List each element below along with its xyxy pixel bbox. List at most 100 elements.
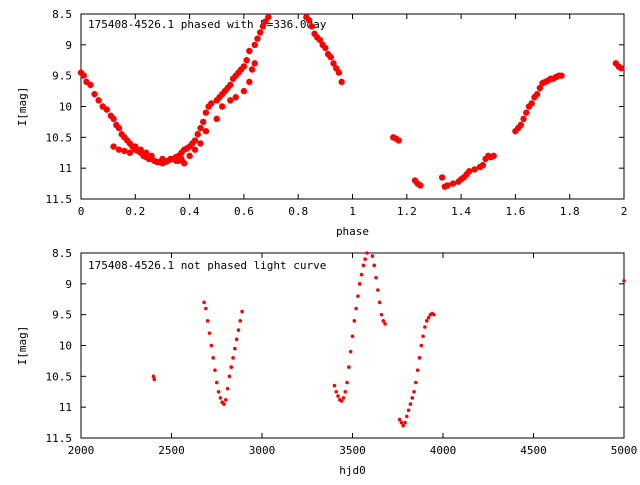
data-point [227,374,232,379]
data-point [199,118,207,126]
x-tick-label: 4000 [430,444,457,457]
data-point [379,312,384,317]
data-point [417,356,422,360]
data-point [194,131,201,138]
data-point [370,254,375,258]
data-point [87,81,94,89]
data-point [383,322,387,326]
y-tick-label: 9 [65,39,72,52]
data-point [205,319,210,323]
x-tick-label: 2500 [158,444,185,457]
data-point [359,272,364,277]
y-tick-label: 8.5 [52,8,72,21]
y-tick-label: 9 [65,278,72,291]
data-point [202,109,210,116]
data-point [406,408,411,413]
data-point [426,315,431,320]
data-point [374,275,378,280]
data-point [372,263,377,268]
x-tick-label: 2 [621,205,628,218]
x-tick-label: 0.4 [180,205,200,218]
data-point [622,278,626,283]
x-tick-label: 1.6 [505,205,525,218]
data-point [233,346,237,351]
data-point [399,420,404,425]
data-point [308,23,315,30]
data-point [132,143,139,150]
data-point [152,377,157,382]
data-point [151,374,156,379]
data-point [403,420,407,425]
data-point [365,251,369,255]
data-point [207,331,212,335]
x-tick-label: 5000 [611,444,638,457]
data-point [471,166,478,173]
plot-frame [80,13,625,200]
data-point [449,180,457,187]
data-point [343,389,348,394]
data-point [517,121,525,129]
data-point [376,288,380,292]
x-axis-label: hjd0 [339,464,366,477]
data-point [234,337,239,342]
data-point [397,417,402,422]
data-point [381,319,386,323]
x-tick-label: 1.8 [560,205,580,218]
data-point [248,66,256,73]
data-point [330,60,337,67]
data-point [229,365,234,369]
data-point [209,343,214,348]
data-point [213,368,217,372]
data-point [523,109,530,116]
data-point [240,63,248,70]
data-point [339,399,344,403]
data-point [357,282,362,286]
data-point [202,300,206,305]
data-point [204,306,208,311]
data-point [438,174,446,181]
data-point [419,343,424,348]
x-tick-label: 0.6 [234,205,254,218]
y-tick-label: 10.5 [46,131,73,144]
data-point [238,319,243,323]
data-point [354,306,358,311]
data-point [356,294,360,298]
y-tick-label: 10 [59,340,72,353]
data-point [218,396,223,400]
data-point [423,325,427,329]
y-tick-label: 11.5 [46,432,73,445]
y-tick-label: 10.5 [46,370,73,383]
data-point [243,57,250,64]
data-point [227,81,234,89]
data-point [412,389,416,394]
data-point [395,137,402,144]
data-point [251,41,258,49]
y-tick-label: 9.5 [52,70,72,83]
x-tick-label: 1 [349,205,356,218]
x-tick-label: 0 [78,205,85,218]
data-point [533,90,541,98]
plot-frame [80,252,625,439]
data-point [414,380,418,385]
data-point [197,140,204,147]
data-point [208,100,215,107]
data-point [335,69,343,76]
data-point [417,182,424,189]
data-point [424,319,429,323]
data-point [240,87,248,95]
data-point [175,157,182,164]
data-point [479,161,487,169]
data-point [121,147,128,155]
data-point [191,137,199,144]
y-axis-label: I[mag] [16,326,29,366]
x-tick-label: 3000 [249,444,276,457]
data-point [401,423,405,428]
data-point [115,146,123,153]
data-point [191,146,199,153]
data-point [224,397,228,402]
x-tick-label: 3500 [339,444,366,457]
x-tick-label: 1.2 [397,205,417,218]
data-point [91,90,98,98]
data-point [225,386,230,391]
